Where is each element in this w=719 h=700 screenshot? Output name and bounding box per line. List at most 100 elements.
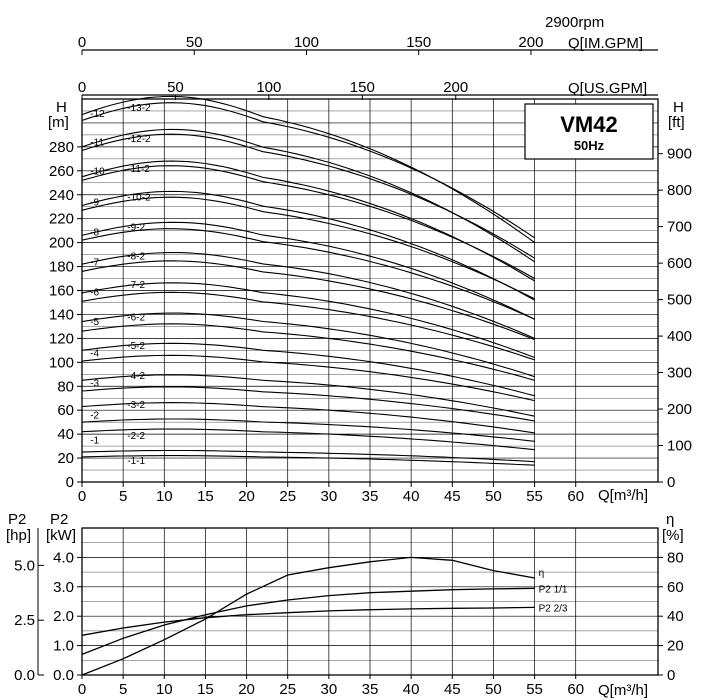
us-gpm-tick-label: 0: [78, 79, 86, 96]
y-right-tick-label: 900: [667, 146, 692, 163]
head-curve-label: -13-2: [127, 103, 151, 114]
x-tick-label: 15: [197, 488, 214, 505]
head-curve-label: -6: [90, 287, 99, 298]
p2-kw-unit: [kW]: [46, 527, 76, 544]
head-curve-label: -1: [90, 436, 99, 447]
x-tick-label: 40: [403, 488, 420, 505]
y-right-tick-label: 500: [667, 292, 692, 309]
x-tick-label: 45: [444, 488, 461, 505]
eta-tick-label: 20: [667, 638, 684, 655]
x-tick-label: 10: [156, 488, 173, 505]
power-curve-label: P2 1/1: [539, 584, 568, 595]
head-curve-9-2: [81, 221, 535, 320]
y-right-tick-label: 0: [667, 474, 675, 491]
head-curve-5-2: [81, 342, 535, 397]
im-gpm-tick-label: 150: [406, 34, 431, 51]
power-x-tick-label: 5: [119, 681, 127, 698]
head-curve-label: -11: [90, 138, 104, 149]
power-x-tick-label: 60: [567, 681, 584, 698]
kw-tick-label: 4.0: [53, 549, 74, 566]
head-curve-5: [81, 323, 535, 381]
im-gpm-tick-label: 100: [294, 34, 319, 51]
y-tick-label: 120: [49, 330, 74, 347]
hp-tick-label: 5.0: [14, 557, 35, 574]
us-gpm-tick-label: 150: [350, 79, 375, 96]
head-curve-10-2: [81, 190, 535, 301]
head-x-axis-label: Q[m³/h]: [598, 487, 648, 504]
power-x-tick-label: 45: [444, 681, 461, 698]
head-curve-8: [81, 228, 535, 320]
kw-tick-label: 0.0: [53, 667, 74, 684]
head-y-right-unit: [ft]: [668, 114, 685, 131]
head-curve-2-2: [81, 428, 535, 451]
y-tick-label: 60: [57, 402, 74, 419]
power-x-tick-label: 55: [526, 681, 543, 698]
head-curve-label: -2: [90, 411, 99, 422]
head-curve-label: -9-2: [127, 223, 145, 234]
us-gpm-tick-label: 100: [256, 79, 281, 96]
p2-kw-label: P2: [50, 511, 68, 528]
y-right-tick-label: 200: [667, 401, 692, 418]
y-tick-label: 140: [49, 306, 74, 323]
eta-tick-label: 0: [667, 667, 675, 684]
power-x-tick-label: 15: [197, 681, 214, 698]
y-tick-label: 160: [49, 283, 74, 300]
model-badge: VM42 50Hz: [524, 103, 654, 160]
x-tick-label: 25: [279, 488, 296, 505]
y-right-tick-label: 400: [667, 328, 692, 345]
y-tick-label: 100: [49, 354, 74, 371]
p2-hp-label: P2: [8, 511, 26, 528]
us-gpm-tick-label: 200: [443, 79, 468, 96]
head-curve-label: -3: [90, 378, 99, 389]
im-gpm-tick-label: 50: [186, 34, 203, 51]
eta-tick-label: 60: [667, 579, 684, 596]
x-tick-label: 50: [485, 488, 502, 505]
axis-us-gpm: 0 50 100 150 200 Q[US.GPM]: [78, 79, 658, 100]
head-curve-6: [81, 291, 535, 361]
axis-im-gpm-label: Q[IM.GPM]: [568, 35, 643, 52]
head-curve-4-2: [81, 374, 535, 417]
head-y-right-label: H: [673, 99, 684, 116]
head-curve-label: -1-1: [127, 456, 145, 467]
head-curve-label: -2-2: [127, 431, 145, 442]
eta-unit: [%]: [662, 527, 684, 544]
p2-hp-unit: [hp]: [6, 527, 31, 544]
im-gpm-tick-label: 200: [518, 34, 543, 51]
head-curve-label: -5: [90, 317, 99, 328]
head-curve-7: [81, 260, 535, 341]
head-curve-1-1: [81, 455, 535, 466]
head-curve-label: -12: [90, 109, 105, 120]
head-curve-label: -8-2: [127, 251, 145, 262]
x-tick-label: 0: [78, 488, 86, 505]
power-x-tick-label: 0: [78, 681, 86, 698]
power-x-tick-label: 35: [362, 681, 379, 698]
im-gpm-tick-label: 0: [78, 34, 86, 51]
hp-tick-label: 0.0: [14, 667, 35, 684]
head-curve-2: [81, 418, 535, 442]
head-curve-12-2: [81, 128, 535, 263]
head-curve-12: [81, 102, 535, 239]
head-curve-13-2: [81, 95, 535, 244]
power-x-tick-label: 10: [156, 681, 173, 698]
model-name: VM42: [560, 112, 617, 137]
power-curve-P223: [81, 606, 535, 636]
head-curve-label: -3-2: [127, 400, 145, 411]
kw-tick-label: 1.0: [53, 638, 74, 655]
kw-tick-label: 3.0: [53, 579, 74, 596]
x-tick-label: 35: [362, 488, 379, 505]
hp-tick-label: 2.5: [14, 612, 35, 629]
y-tick-label: 0: [66, 474, 74, 491]
head-curve-3: [81, 386, 535, 422]
head-curve-4: [81, 354, 535, 402]
head-curve-8-2: [81, 251, 535, 339]
y-tick-label: 200: [49, 235, 74, 252]
head-curve-1: [81, 449, 535, 463]
y-tick-label: 80: [57, 378, 74, 395]
power-x-tick-label: 25: [279, 681, 296, 698]
head-curve-label: -10: [90, 166, 105, 177]
y-right-tick-label: 300: [667, 365, 692, 382]
power-chart: η P2 1/1 P2 2/3 0 5 10 15 20 25 30 35 40 45 50 55 60 0…: [6, 511, 684, 699]
head-curve-7-2: [81, 282, 535, 359]
head-curve-label: -9: [90, 198, 99, 209]
